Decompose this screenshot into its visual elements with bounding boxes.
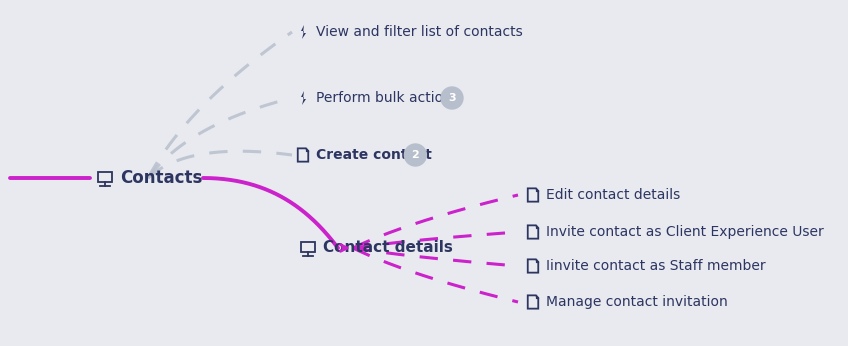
Text: Contact details: Contact details: [323, 240, 453, 255]
Text: Perform bulk actions: Perform bulk actions: [316, 91, 459, 105]
Text: Invite contact as Client Experience User: Invite contact as Client Experience User: [546, 225, 823, 239]
Text: Create contact: Create contact: [316, 148, 432, 162]
Polygon shape: [301, 25, 306, 39]
Text: 3: 3: [449, 93, 456, 103]
Bar: [98, 172, 112, 182]
Text: Manage contact invitation: Manage contact invitation: [546, 295, 728, 309]
Text: Contacts: Contacts: [120, 169, 203, 187]
Circle shape: [441, 87, 463, 109]
Text: 2: 2: [411, 150, 419, 160]
Text: Edit contact details: Edit contact details: [546, 188, 680, 202]
Text: View and filter list of contacts: View and filter list of contacts: [316, 25, 522, 39]
Text: Iinvite contact as Staff member: Iinvite contact as Staff member: [546, 259, 766, 273]
Polygon shape: [301, 91, 306, 105]
Circle shape: [404, 144, 427, 166]
Bar: [301, 242, 315, 252]
